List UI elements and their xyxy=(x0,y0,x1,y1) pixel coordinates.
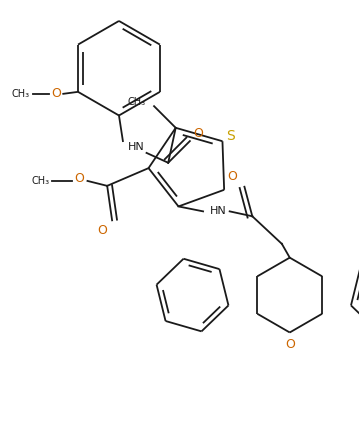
Text: CH₃: CH₃ xyxy=(127,97,146,107)
Text: O: O xyxy=(75,173,85,186)
Text: HN: HN xyxy=(210,206,226,216)
Text: O: O xyxy=(228,171,237,184)
Text: CH₃: CH₃ xyxy=(31,176,49,186)
Text: O: O xyxy=(51,87,61,100)
Text: O: O xyxy=(285,338,295,351)
Text: O: O xyxy=(193,127,203,140)
Text: CH₃: CH₃ xyxy=(12,89,30,99)
Text: HN: HN xyxy=(128,142,145,152)
Text: O: O xyxy=(97,224,107,237)
Text: S: S xyxy=(226,129,235,143)
